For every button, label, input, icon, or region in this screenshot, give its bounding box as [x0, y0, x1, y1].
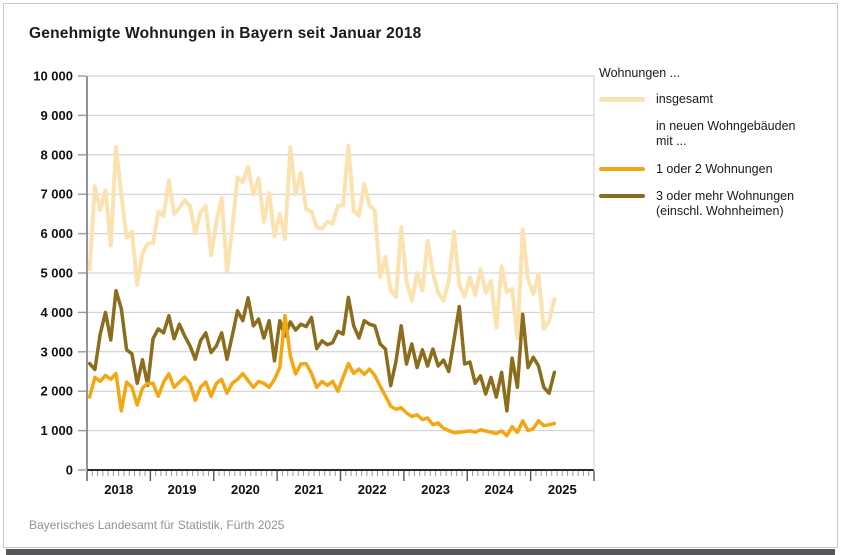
legend-item-drei-mehr: 3 oder mehr Wohnungen (einschl. Wohnheim…: [599, 189, 834, 220]
legend-swatch-ein-zwei-icon: [599, 166, 645, 172]
svg-text:10 000: 10 000: [33, 69, 73, 84]
legend: Wohnungen ... insgesamt in neuen Wohngeb…: [599, 66, 834, 231]
svg-text:8 000: 8 000: [40, 147, 73, 162]
page-title: Genehmigte Wohnungen in Bayern seit Janu…: [29, 25, 422, 42]
svg-text:2018: 2018: [104, 482, 133, 497]
svg-text:2023: 2023: [421, 482, 450, 497]
legend-item-insgesamt: insgesamt: [599, 92, 834, 108]
chart-canvas: 0 1 000 2 000 3 000 4 000 5 000 6 000 7 000 8 00…: [33, 69, 595, 497]
legend-label-drei-mehr: 3 oder mehr Wohnungen (einschl. Wohnheim…: [656, 189, 794, 220]
legend-label-insgesamt: insgesamt: [656, 92, 713, 106]
chart-card: Genehmigte Wohnungen in Bayern seit Janu…: [3, 3, 838, 548]
chart-area: 0 1 000 2 000 3 000 4 000 5 000 6 000 7 000 8 00…: [4, 4, 839, 549]
series-line-ein-zwei: [87, 313, 557, 438]
legend-label-drei-mehr-line1: 3 oder mehr Wohnungen: [656, 188, 795, 203]
svg-text:4 000: 4 000: [40, 305, 73, 320]
legend-group-line1: in neuen Wohngebäuden: [656, 118, 796, 133]
svg-text:0: 0: [66, 463, 73, 478]
svg-text:1 000: 1 000: [40, 423, 73, 438]
legend-group-label: in neuen Wohngebäuden mit ...: [656, 119, 834, 150]
series-line-drei-mehr: [87, 288, 557, 413]
bottom-bar: [6, 549, 835, 555]
legend-label-drei-mehr-line2: (einschl. Wohnheimen): [656, 204, 784, 219]
legend-heading: Wohnungen ...: [599, 66, 681, 80]
svg-text:2025: 2025: [548, 482, 577, 497]
svg-text:2019: 2019: [168, 482, 197, 497]
svg-text:7 000: 7 000: [40, 187, 73, 202]
svg-text:2020: 2020: [231, 482, 260, 497]
source-note: Bayerisches Landesamt für Statistik, Für…: [29, 518, 285, 532]
svg-text:2024: 2024: [484, 482, 514, 497]
svg-text:3 000: 3 000: [40, 344, 73, 359]
svg-text:2021: 2021: [294, 482, 323, 497]
legend-group-line2: mit ...: [656, 134, 687, 149]
svg-text:6 000: 6 000: [40, 226, 73, 241]
svg-text:5 000: 5 000: [40, 266, 73, 281]
series-line-insgesamt: [87, 143, 557, 340]
svg-text:2 000: 2 000: [40, 384, 73, 399]
legend-swatch-insgesamt-icon: [599, 97, 645, 102]
legend-swatch-drei-mehr-icon: [599, 193, 645, 198]
svg-text:9 000: 9 000: [40, 108, 73, 123]
legend-item-ein-zwei: 1 oder 2 Wohnungen: [599, 162, 834, 178]
svg-text:2022: 2022: [358, 482, 387, 497]
legend-label-ein-zwei: 1 oder 2 Wohnungen: [656, 161, 773, 176]
